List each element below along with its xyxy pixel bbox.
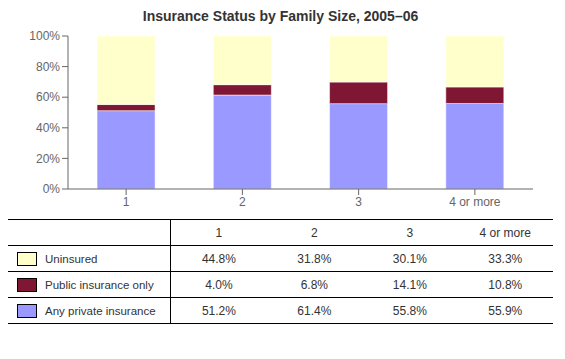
html-text:1: 1 <box>215 225 223 240</box>
html-text:4.0%: 4.0% <box>205 277 233 292</box>
html-text:44.8%: 44.8% <box>201 251 236 266</box>
svg-text:40%: 40% <box>36 121 60 135</box>
html-text:Insurance Status by Family Siz: Insurance Status by Family Size, 2005–06 <box>142 8 419 24</box>
svg-text:20%: 20% <box>36 152 60 166</box>
svg-text:0%: 0% <box>43 182 61 196</box>
svg-text:80%: 80% <box>36 60 60 74</box>
html-text:3: 3 <box>406 225 414 240</box>
html-text:55.8%: 55.8% <box>392 303 427 318</box>
html-text:61.4%: 61.4% <box>297 303 332 318</box>
html-text:30.1%: 30.1% <box>392 251 427 266</box>
html-text:14.1%: 14.1% <box>392 277 427 292</box>
html-text:33.3%: 33.3% <box>488 251 523 266</box>
html-text:Uninsured: Uninsured <box>45 252 98 265</box>
html-text:2: 2 <box>311 225 318 240</box>
html-text:31.8%: 31.8% <box>297 251 332 266</box>
html-text:10.8%: 10.8% <box>488 277 523 292</box>
html-text:4 or more: 4 or more <box>479 225 531 240</box>
svg-text:100%: 100% <box>29 29 60 43</box>
html-text:6.8%: 6.8% <box>300 277 328 292</box>
svg-text:3: 3 <box>355 195 362 209</box>
html-text:Public insurance only: Public insurance only <box>45 278 154 291</box>
html-text:51.2%: 51.2% <box>201 303 236 318</box>
svg-text:1: 1 <box>123 195 130 209</box>
html-text:55.9%: 55.9% <box>488 303 523 318</box>
svg-text:2: 2 <box>239 195 246 209</box>
html-text:Any private insurance: Any private insurance <box>45 304 156 317</box>
svg-text:60%: 60% <box>36 90 60 104</box>
svg-text:4 or more: 4 or more <box>449 195 501 209</box>
